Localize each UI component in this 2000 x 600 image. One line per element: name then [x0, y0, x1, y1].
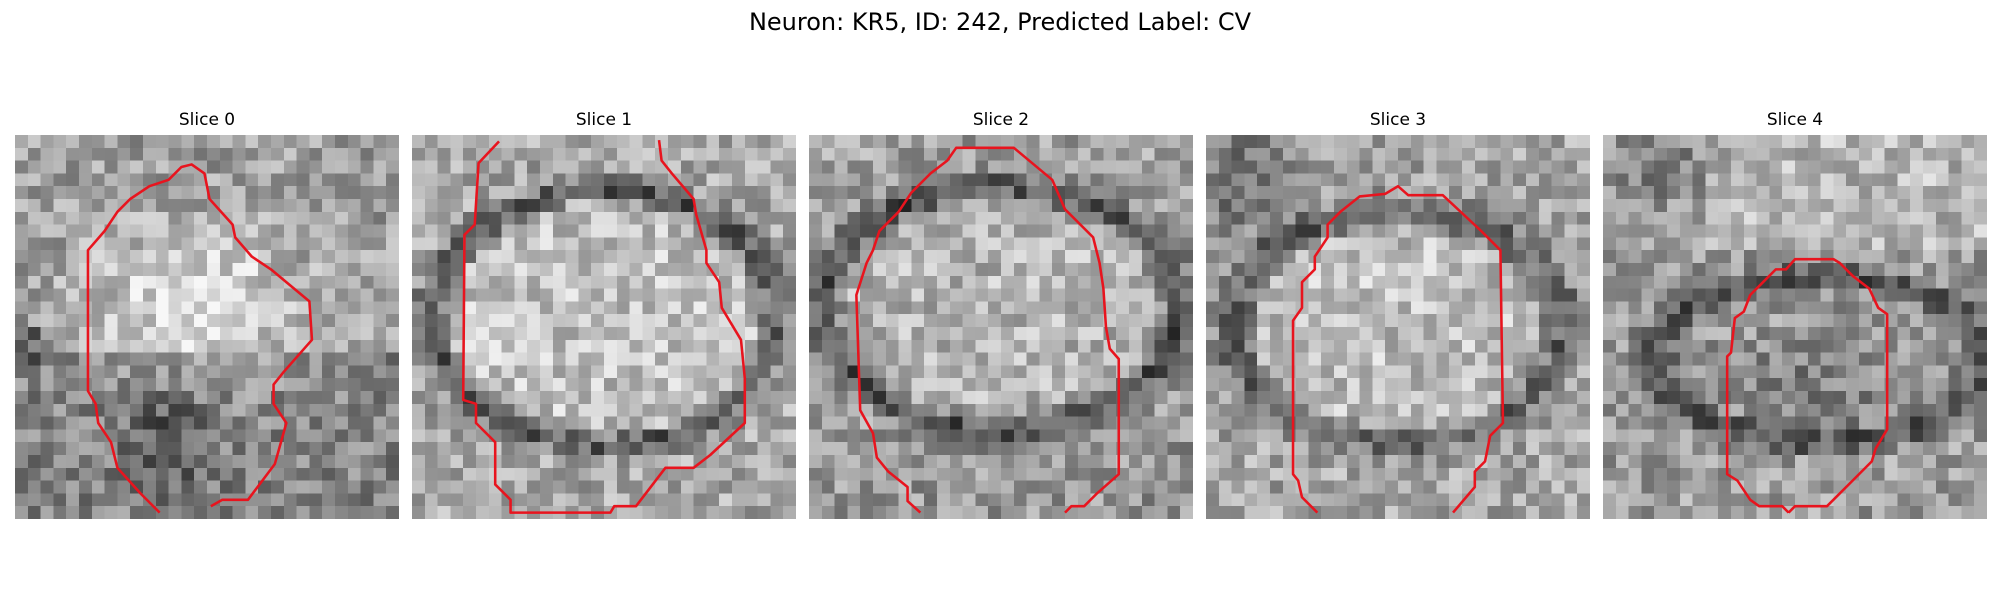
slice-panel-3: Slice 3 [1206, 108, 1590, 519]
pixel-grid [15, 135, 399, 519]
slice-panel-1: Slice 1 [412, 108, 796, 519]
pixel-grid [1603, 135, 1987, 519]
segmentation-contour [1291, 184, 1505, 514]
segmentation-contour [1725, 257, 1889, 514]
figure-title: Neuron: KR5, ID: 242, Predicted Label: C… [748, 8, 1252, 36]
slice-panel-0: Slice 0 [15, 108, 399, 519]
slice-title: Slice 2 [972, 110, 1030, 130]
pixel-grid [412, 135, 796, 519]
segmentation-contour [86, 163, 314, 514]
slice-title: Slice 3 [1369, 110, 1427, 130]
pixel-grid [1206, 135, 1590, 519]
segmentation-contour [855, 146, 1121, 514]
slice-image [809, 135, 1193, 519]
slice-panel-2: Slice 2 [809, 108, 1193, 519]
slice-image [1206, 135, 1590, 519]
slice-title: Slice 1 [575, 110, 633, 130]
slice-panel-4: Slice 4 [1603, 108, 1987, 519]
slice-title: Slice 0 [178, 110, 236, 130]
slice-title: Slice 4 [1766, 110, 1824, 130]
slice-image [1603, 135, 1987, 519]
segmentation-contour [461, 139, 747, 514]
slice-image [412, 135, 796, 519]
slice-image [15, 135, 399, 519]
pixel-grid [809, 135, 1193, 519]
